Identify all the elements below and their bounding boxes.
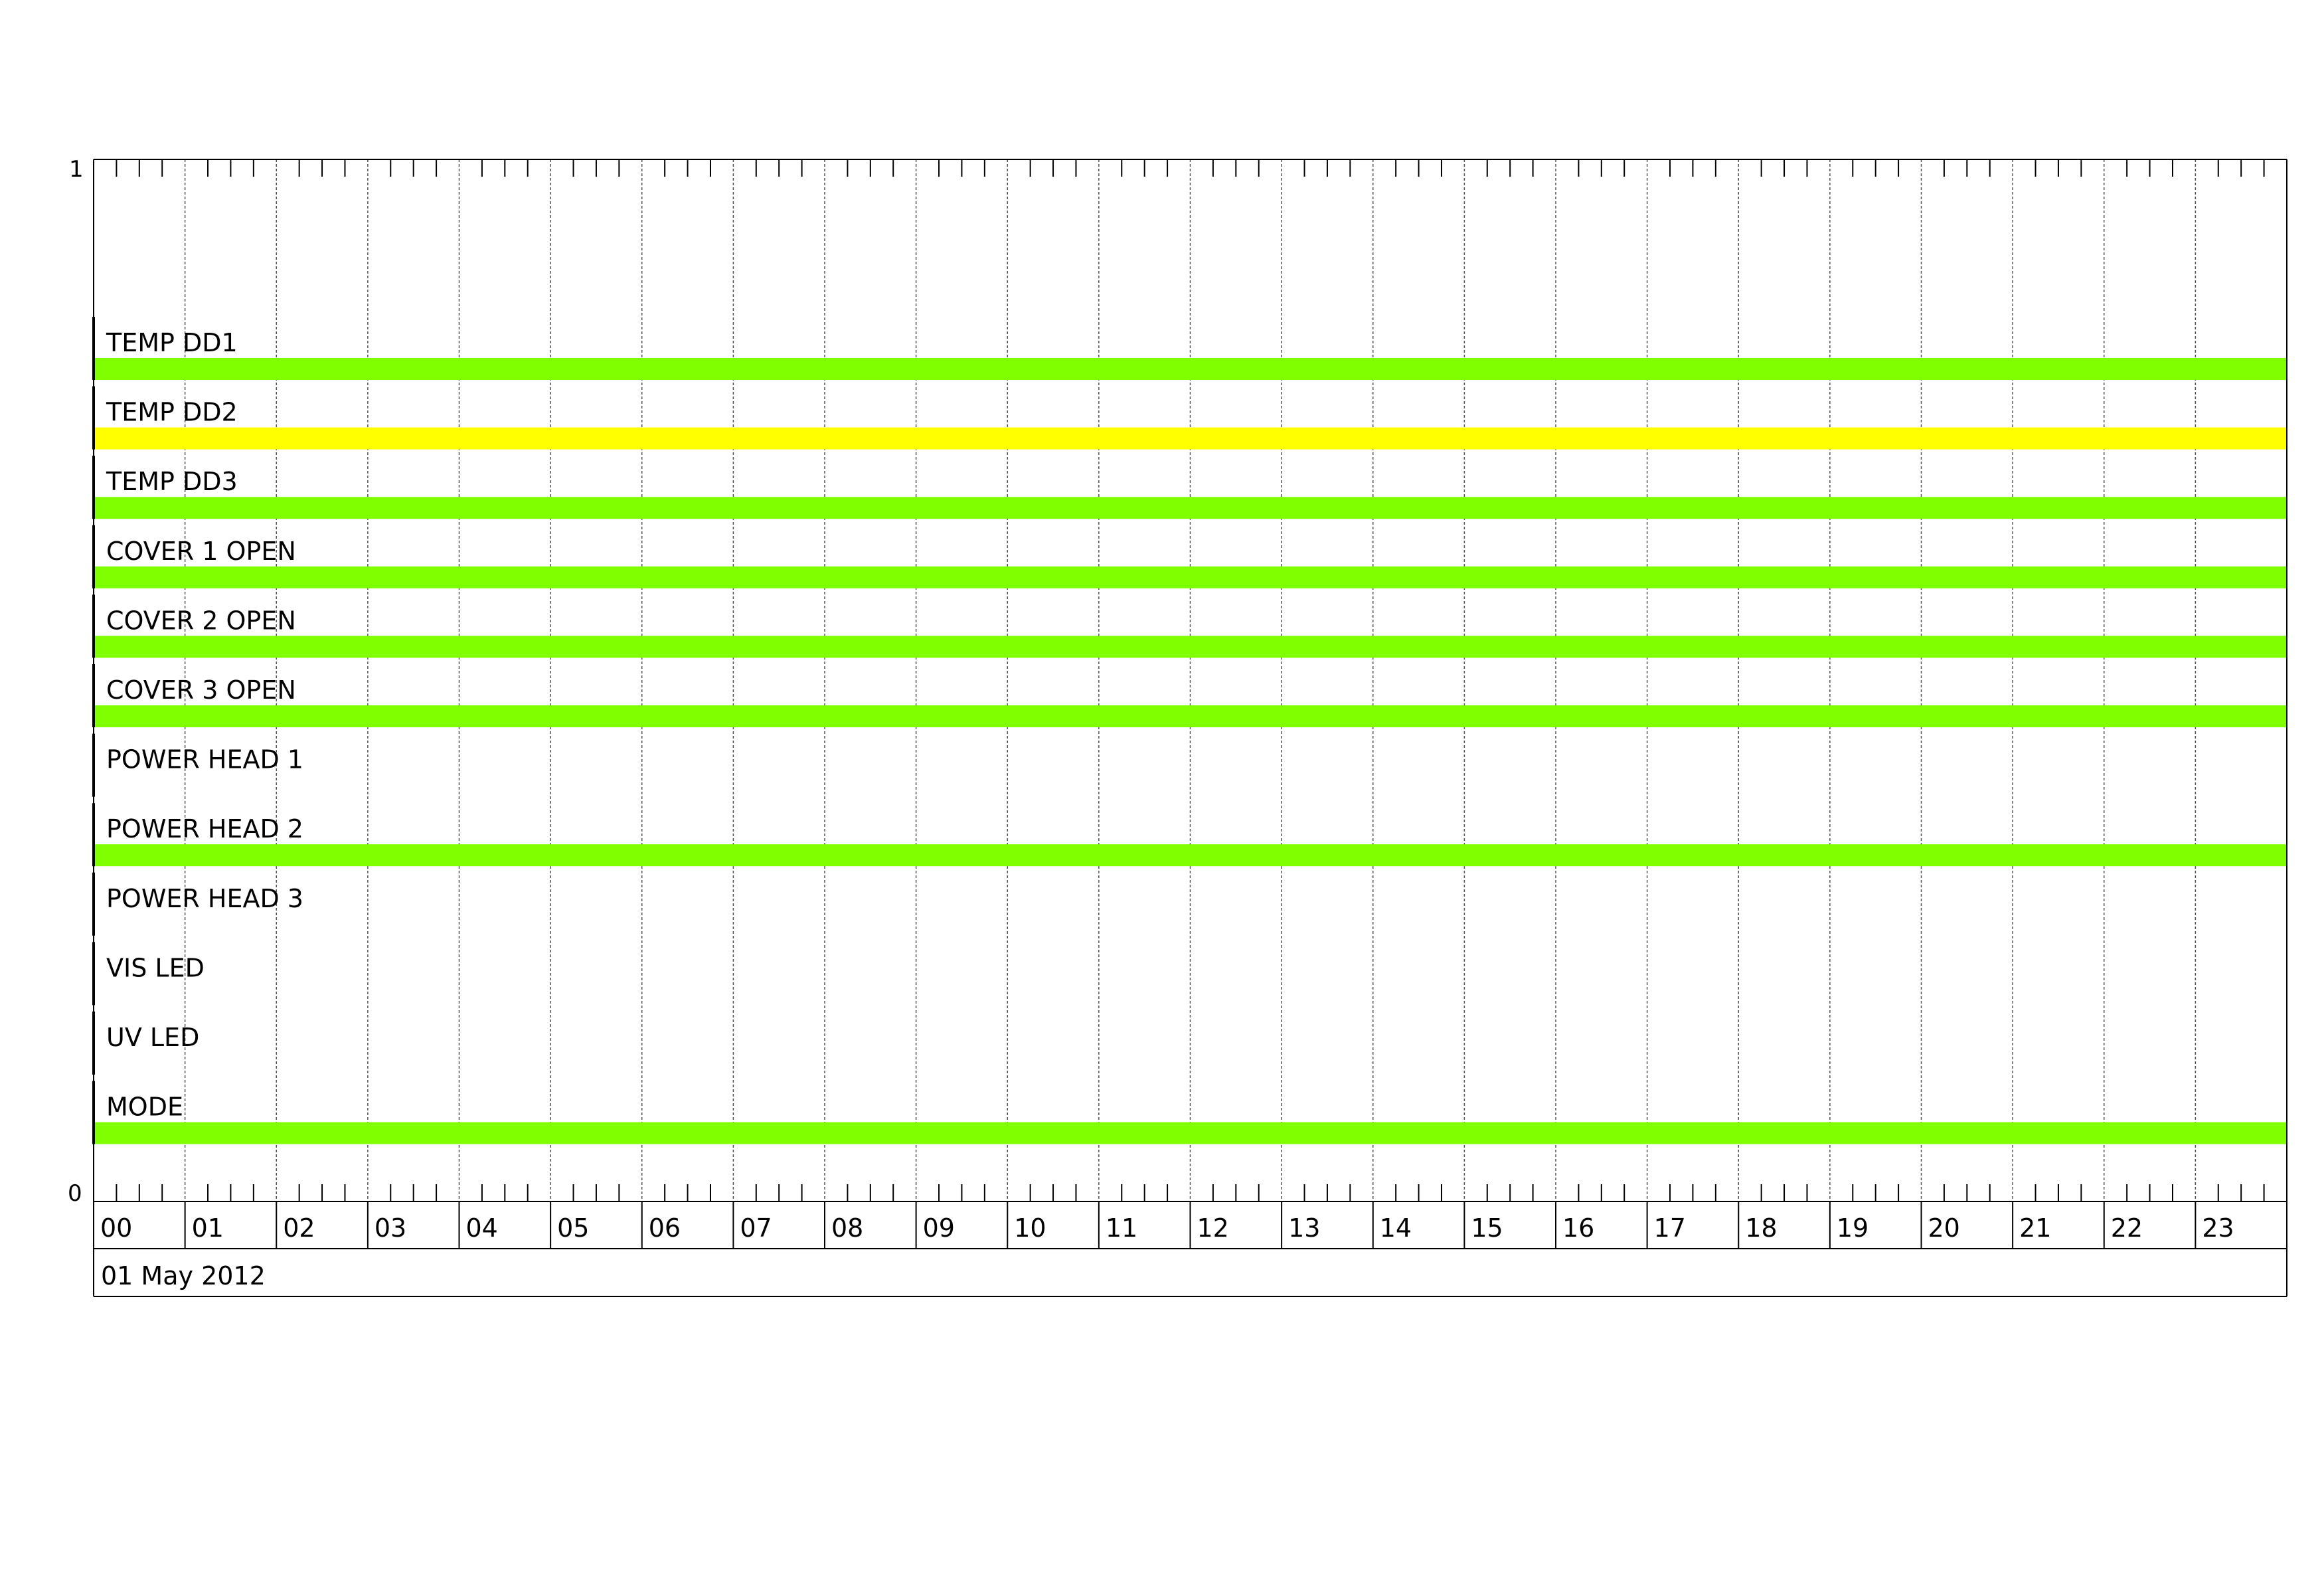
hour-tick-label: 08	[831, 1213, 863, 1243]
state-bars	[94, 358, 2287, 1144]
row-label: POWER HEAD 2	[106, 814, 303, 843]
state-bar-ok	[94, 497, 2287, 519]
hour-tick-label: 18	[1745, 1213, 1777, 1243]
hour-tick-label: 05	[557, 1213, 589, 1243]
hour-tick-label: 17	[1654, 1213, 1686, 1243]
hour-tick-label: 01	[192, 1213, 224, 1243]
row-label: UV LED	[106, 1023, 199, 1052]
hour-tick-label: 22	[2111, 1213, 2143, 1243]
hour-tick-label: 00	[100, 1213, 132, 1243]
row-label: POWER HEAD 3	[106, 884, 303, 913]
hour-tick-label: 21	[2019, 1213, 2051, 1243]
hour-tick-label: 20	[1928, 1213, 1960, 1243]
state-bar-ok	[94, 566, 2287, 588]
hour-tick-label: 11	[1106, 1213, 1137, 1243]
state-bar-ok	[94, 705, 2287, 727]
hour-tick-label: 04	[466, 1213, 498, 1243]
hour-tick-label: 14	[1380, 1213, 1412, 1243]
row-label: VIS LED	[106, 953, 205, 982]
hour-tick-label: 15	[1471, 1213, 1503, 1243]
y-min-label: 0	[68, 1180, 82, 1207]
hour-tick-label: 16	[1562, 1213, 1594, 1243]
hour-tick-label: 09	[923, 1213, 955, 1243]
state-bar-ok	[94, 636, 2287, 658]
hour-tick-label: 23	[2202, 1213, 2234, 1243]
hour-tick-label: 19	[1837, 1213, 1868, 1243]
row-label: COVER 1 OPEN	[106, 537, 296, 566]
row-label: COVER 2 OPEN	[106, 606, 296, 635]
row-label: MODE	[106, 1093, 183, 1122]
hour-tick-label: 10	[1014, 1213, 1046, 1243]
row-label: TEMP DD3	[106, 467, 238, 496]
hour-tick-label: 06	[649, 1213, 681, 1243]
date-label: 01 May 2012	[101, 1261, 266, 1290]
state-bar-warning	[94, 427, 2287, 450]
y-max-label: 1	[69, 156, 84, 183]
hour-tick-label: 07	[740, 1213, 772, 1243]
axes: 00 01 02 03 04 05 06 07 08 09 10 11 12 13 14 15 16 17 18 19…	[93, 159, 2287, 1297]
hour-tick-label: 12	[1197, 1213, 1229, 1243]
hour-tick-label: 02	[283, 1213, 315, 1243]
row-label: TEMP DD1	[106, 328, 238, 357]
grid-lines	[184, 159, 2197, 1201]
row-label: TEMP DD2	[106, 398, 238, 427]
state-bar-ok	[94, 844, 2287, 867]
row-label: COVER 3 OPEN	[106, 675, 296, 705]
hour-tick-label: 13	[1288, 1213, 1320, 1243]
hour-tick-label: 03	[374, 1213, 406, 1243]
row-label: POWER HEAD 1	[106, 745, 303, 774]
state-bar-ok	[94, 1122, 2287, 1144]
state-bar-ok	[94, 358, 2287, 380]
